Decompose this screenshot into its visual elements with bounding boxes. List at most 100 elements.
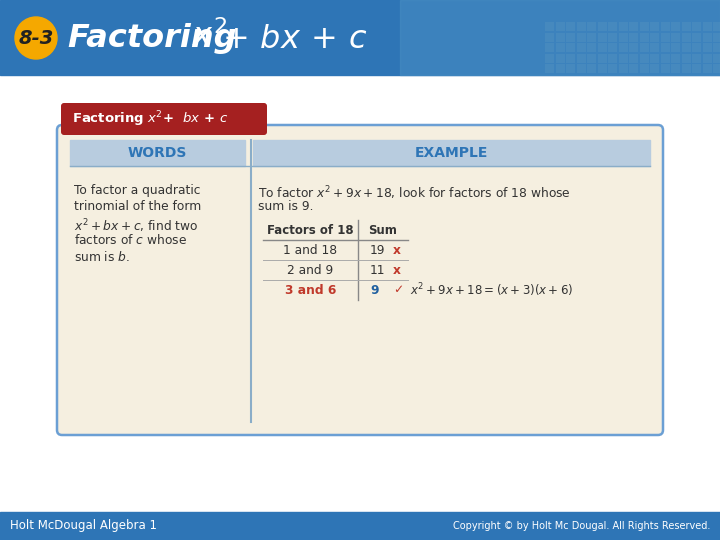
Bar <box>692 22 701 31</box>
Bar <box>703 43 711 52</box>
Bar <box>618 22 628 31</box>
FancyBboxPatch shape <box>57 125 663 435</box>
Bar <box>692 64 701 73</box>
Bar <box>598 53 606 63</box>
Bar <box>650 22 659 31</box>
Text: EXAMPLE: EXAMPLE <box>415 146 488 160</box>
Text: WORDS: WORDS <box>128 146 187 160</box>
Bar <box>639 64 649 73</box>
Bar <box>713 22 720 31</box>
Bar <box>587 43 596 52</box>
Bar <box>660 32 670 42</box>
Text: factors of $c$ whose: factors of $c$ whose <box>74 233 187 247</box>
Bar <box>545 22 554 31</box>
Bar <box>713 43 720 52</box>
Bar <box>629 32 638 42</box>
Bar <box>703 64 711 73</box>
Bar <box>682 64 690 73</box>
Bar <box>618 53 628 63</box>
Bar <box>545 53 554 63</box>
Bar <box>0 0 720 75</box>
Bar <box>671 64 680 73</box>
Bar <box>713 32 720 42</box>
Bar <box>682 43 690 52</box>
Bar <box>587 32 596 42</box>
Bar <box>713 64 720 73</box>
Bar <box>703 22 711 31</box>
Bar <box>608 22 617 31</box>
Bar <box>629 53 638 63</box>
Bar <box>577 22 585 31</box>
Bar <box>545 43 554 52</box>
Text: 1 and 18: 1 and 18 <box>284 244 338 256</box>
Bar <box>629 22 638 31</box>
Bar <box>703 32 711 42</box>
Bar <box>629 43 638 52</box>
Text: x: x <box>393 244 401 256</box>
Bar <box>660 43 670 52</box>
Bar <box>556 64 564 73</box>
Bar <box>545 32 554 42</box>
Bar <box>556 32 564 42</box>
Bar <box>682 22 690 31</box>
Bar <box>400 0 720 75</box>
Text: Factoring: Factoring <box>68 24 248 55</box>
Bar <box>629 64 638 73</box>
Bar <box>598 32 606 42</box>
Text: sum is $b$.: sum is $b$. <box>74 250 130 264</box>
Circle shape <box>15 17 57 59</box>
Bar <box>587 22 596 31</box>
Bar <box>639 32 649 42</box>
Bar <box>639 43 649 52</box>
Bar <box>0 512 720 540</box>
Bar <box>608 64 617 73</box>
Bar <box>682 53 690 63</box>
Bar <box>650 32 659 42</box>
Bar <box>650 43 659 52</box>
Bar <box>577 64 585 73</box>
Bar <box>639 22 649 31</box>
Text: $+$ $bx$ $+$ $c$: $+$ $bx$ $+$ $c$ <box>222 24 367 55</box>
Bar <box>598 64 606 73</box>
Bar <box>566 32 575 42</box>
Bar <box>608 43 617 52</box>
Text: trinomial of the form: trinomial of the form <box>74 200 202 213</box>
Bar <box>587 53 596 63</box>
Bar <box>566 43 575 52</box>
Bar <box>598 43 606 52</box>
Text: Factoring $\mathbf{\mathit{x}}^2$+  $\mathbf{\mathit{bx}}$ + $\mathbf{\mathit{c}: Factoring $\mathbf{\mathit{x}}^2$+ $\mat… <box>72 109 228 129</box>
Bar <box>556 22 564 31</box>
Bar <box>566 64 575 73</box>
Bar <box>577 53 585 63</box>
Bar <box>692 32 701 42</box>
Text: Factors of 18: Factors of 18 <box>267 224 354 237</box>
Bar <box>587 64 596 73</box>
Bar <box>566 22 575 31</box>
Bar <box>650 53 659 63</box>
Bar <box>692 43 701 52</box>
Text: $x^2 + 9x + 18 = (x + 3)(x + 6)$: $x^2 + 9x + 18 = (x + 3)(x + 6)$ <box>410 281 573 299</box>
Bar <box>671 53 680 63</box>
Text: Holt McDougal Algebra 1: Holt McDougal Algebra 1 <box>10 519 157 532</box>
Text: ✓: ✓ <box>393 284 403 296</box>
Bar <box>639 53 649 63</box>
Bar <box>671 22 680 31</box>
Bar <box>682 32 690 42</box>
Text: To factor a quadratic: To factor a quadratic <box>74 184 200 197</box>
Bar <box>618 43 628 52</box>
Bar <box>650 64 659 73</box>
Bar <box>618 64 628 73</box>
Text: 2 and 9: 2 and 9 <box>287 264 333 276</box>
FancyBboxPatch shape <box>61 103 267 135</box>
Bar <box>618 32 628 42</box>
Text: 11: 11 <box>370 264 385 276</box>
Bar <box>556 43 564 52</box>
Bar <box>598 22 606 31</box>
Bar <box>692 53 701 63</box>
Bar <box>660 53 670 63</box>
Bar <box>608 32 617 42</box>
Text: x: x <box>393 264 401 276</box>
Text: Sum: Sum <box>369 224 397 237</box>
Bar <box>713 53 720 63</box>
Text: $x^2$: $x^2$ <box>192 21 228 53</box>
